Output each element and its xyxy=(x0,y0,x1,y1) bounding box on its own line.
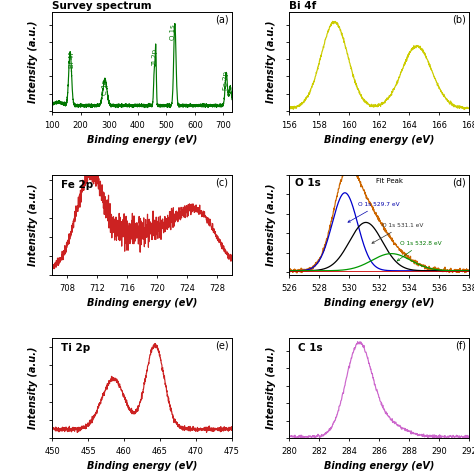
Text: O 1s 529.7 eV: O 1s 529.7 eV xyxy=(348,202,400,222)
Text: (f): (f) xyxy=(455,341,465,351)
Text: Fe 2p: Fe 2p xyxy=(223,71,229,90)
Text: (e): (e) xyxy=(215,341,228,351)
Text: (d): (d) xyxy=(452,178,465,188)
Text: (b): (b) xyxy=(452,15,465,25)
Y-axis label: Intensity (a.u.): Intensity (a.u.) xyxy=(28,21,38,103)
X-axis label: Binding energy (eV): Binding energy (eV) xyxy=(87,298,197,309)
Y-axis label: Intensity (a.u.): Intensity (a.u.) xyxy=(265,184,275,266)
Y-axis label: Intensity (a.u.): Intensity (a.u.) xyxy=(265,347,275,429)
Text: C 1s: C 1s xyxy=(102,80,108,95)
Text: (c): (c) xyxy=(215,178,228,188)
Text: Fit Peak: Fit Peak xyxy=(376,178,403,184)
Text: (a): (a) xyxy=(215,15,228,25)
Text: O 1s 532.8 eV: O 1s 532.8 eV xyxy=(397,241,442,261)
Text: Fe 2p: Fe 2p xyxy=(61,180,93,190)
X-axis label: Binding energy (eV): Binding energy (eV) xyxy=(87,136,197,146)
Text: Survey spectrum: Survey spectrum xyxy=(52,1,152,11)
Text: Bi 4f: Bi 4f xyxy=(69,52,74,68)
X-axis label: Binding energy (eV): Binding energy (eV) xyxy=(324,136,435,146)
X-axis label: Binding energy (eV): Binding energy (eV) xyxy=(324,298,435,309)
Y-axis label: Intensity (a.u.): Intensity (a.u.) xyxy=(265,21,275,103)
Text: C 1s: C 1s xyxy=(299,343,323,353)
Text: Bi 4f: Bi 4f xyxy=(290,1,317,11)
Text: O 1s: O 1s xyxy=(295,178,320,188)
Text: Ti 2p: Ti 2p xyxy=(61,343,91,353)
X-axis label: Binding energy (eV): Binding energy (eV) xyxy=(87,461,197,471)
Text: Ti 2p: Ti 2p xyxy=(153,49,158,66)
Y-axis label: Intensity (a.u.): Intensity (a.u.) xyxy=(28,347,38,429)
Y-axis label: Intensity (a.u.): Intensity (a.u.) xyxy=(28,184,38,266)
X-axis label: Binding energy (eV): Binding energy (eV) xyxy=(324,461,435,471)
Text: O 1s 531.1 eV: O 1s 531.1 eV xyxy=(372,223,424,243)
Text: O 1s: O 1s xyxy=(171,25,176,40)
